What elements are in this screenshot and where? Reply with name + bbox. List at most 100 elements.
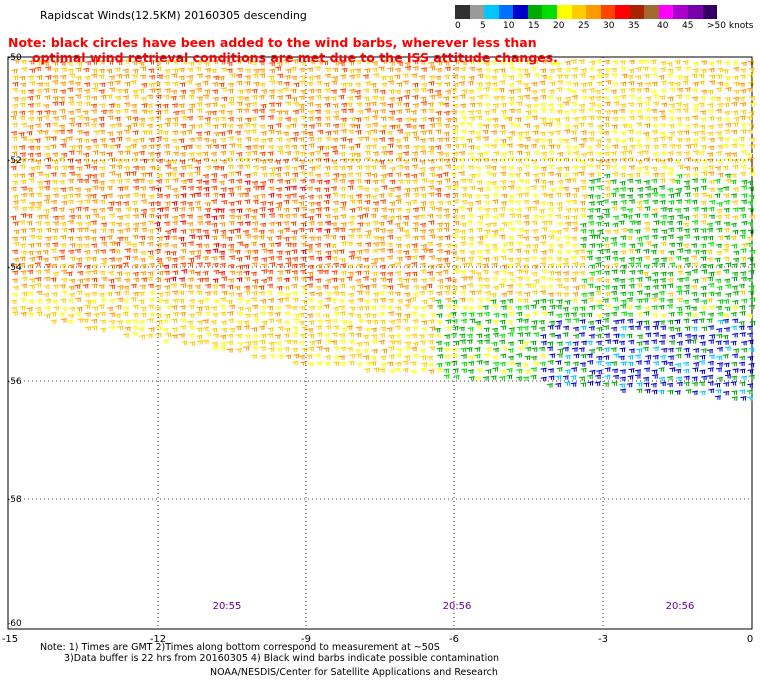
wind-barb (691, 326, 698, 331)
wind-barb (237, 221, 244, 226)
wind-barb (75, 214, 82, 220)
wind-barb (701, 269, 708, 274)
wind-barb (50, 136, 57, 141)
wind-barb (325, 319, 332, 324)
wind-barb (346, 138, 353, 143)
wind-barb (42, 214, 49, 219)
wind-barb (716, 263, 723, 269)
wind-barb (155, 94, 162, 100)
wind-barb (371, 334, 378, 339)
wind-barb (251, 284, 258, 290)
wind-barb (453, 269, 460, 274)
wind-barb (346, 241, 353, 246)
wind-barb (748, 269, 755, 275)
wind-barb (387, 291, 394, 296)
legend-swatch (542, 5, 557, 19)
wind-barb (685, 312, 692, 317)
wind-barb (243, 108, 250, 113)
wind-barb (724, 137, 731, 142)
wind-barb (211, 341, 218, 347)
wind-barb (92, 306, 99, 311)
wind-barb (523, 94, 531, 100)
wind-barb (211, 306, 218, 311)
wind-barb (276, 250, 283, 255)
wind-barb (268, 347, 275, 352)
wind-barb (316, 292, 323, 297)
wind-barb (658, 185, 666, 190)
wind-barb (731, 390, 738, 395)
wind-barb (412, 222, 419, 227)
wind-barb (596, 185, 603, 190)
wind-barb (723, 117, 730, 122)
wind-barb (476, 249, 483, 255)
wind-barb (667, 96, 674, 101)
wind-barb (131, 319, 138, 324)
wind-barb (314, 201, 321, 207)
wind-barb (347, 312, 354, 318)
wind-barb (443, 61, 450, 66)
wind-barb (179, 277, 186, 282)
wind-barb (685, 271, 692, 276)
wind-barb (178, 236, 185, 242)
wind-barb (554, 144, 561, 149)
wind-barb (330, 298, 337, 303)
wind-barb (378, 312, 385, 317)
wind-barb (324, 109, 331, 115)
wind-barb (84, 199, 91, 204)
wind-barb (701, 326, 708, 331)
wind-barb (21, 136, 28, 141)
wind-barb (394, 186, 402, 191)
wind-barb (212, 82, 219, 87)
wind-barb (506, 368, 513, 373)
wind-barb (659, 200, 666, 205)
wind-barb (707, 235, 714, 241)
wind-barb (285, 339, 292, 345)
wind-barb (194, 284, 201, 290)
wind-barb (389, 340, 396, 345)
wind-barb (411, 199, 418, 204)
wind-barb (245, 145, 252, 150)
wind-barb (587, 164, 594, 169)
wind-barb (596, 200, 603, 206)
wind-barb (739, 361, 746, 367)
wind-barb (29, 278, 36, 283)
legend-swatch (615, 5, 630, 19)
wind-barb (229, 73, 236, 78)
wind-barb (474, 145, 481, 150)
wind-barb (691, 73, 698, 78)
wind-barb (682, 103, 689, 108)
wind-barb (277, 150, 284, 155)
wind-barb (549, 187, 556, 193)
wind-barb (349, 116, 356, 122)
wind-barb (748, 186, 755, 192)
wind-barb (700, 220, 707, 225)
wind-barb (517, 143, 524, 149)
wind-barb (730, 222, 737, 228)
wind-barb (196, 136, 203, 142)
wind-barb (515, 186, 522, 191)
wind-barb (260, 159, 267, 164)
wind-barb (547, 103, 554, 108)
wind-barb (436, 173, 443, 179)
wind-barb (266, 137, 273, 143)
wind-barb (267, 249, 274, 254)
wind-barb (749, 171, 756, 177)
wind-barb (148, 116, 155, 122)
wind-barb (740, 61, 748, 67)
wind-barb (634, 248, 641, 254)
wind-barb (443, 131, 450, 137)
wind-barb (498, 95, 506, 101)
wind-barb (571, 193, 578, 198)
wind-barb (314, 165, 321, 170)
wind-barb (628, 109, 635, 115)
wind-barb (419, 340, 426, 345)
wind-barb (541, 311, 548, 316)
wind-barb (349, 123, 356, 129)
wind-barb (236, 257, 243, 262)
wind-barb (629, 270, 636, 275)
wind-barb (259, 73, 266, 78)
wind-barb (420, 117, 427, 122)
wind-barb (58, 157, 65, 162)
wind-barb (251, 208, 258, 214)
wind-barb (717, 136, 724, 142)
